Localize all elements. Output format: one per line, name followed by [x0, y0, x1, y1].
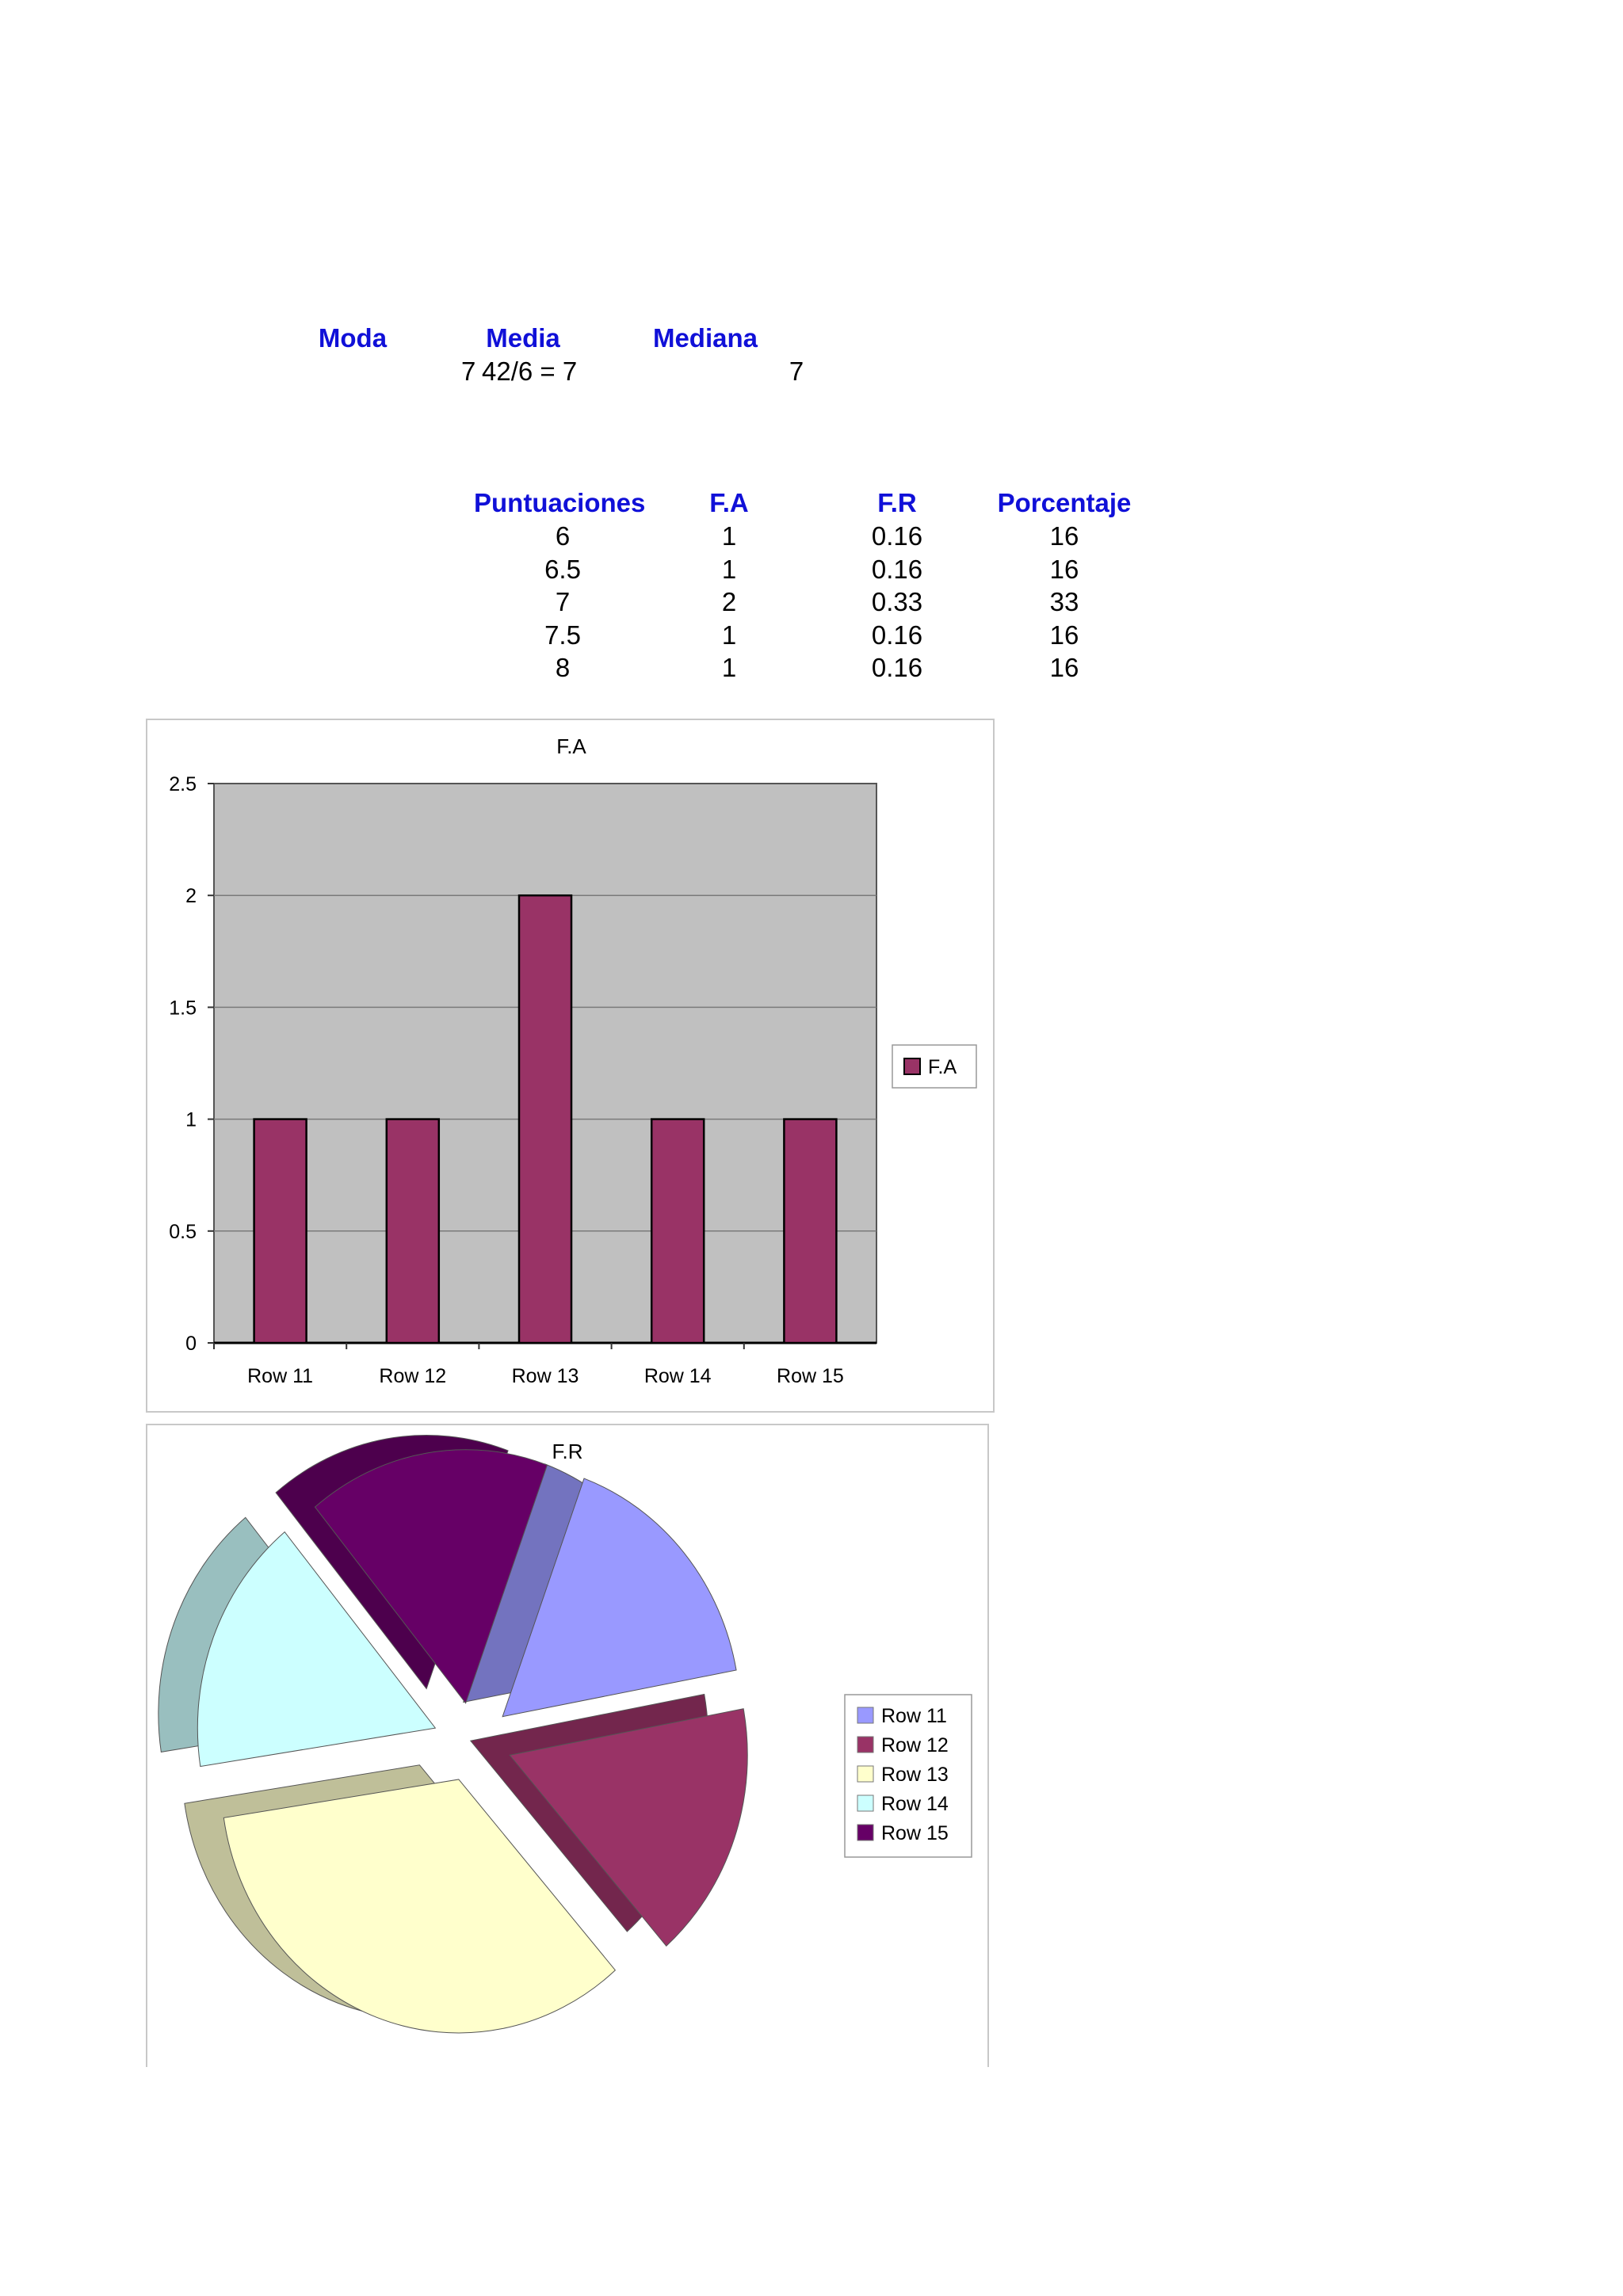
table-cell: 0.16	[871, 521, 923, 551]
table-cell: 2	[721, 587, 737, 616]
bar	[783, 1118, 838, 1344]
bar-chart: F.A 0 0.5 1 1.5 2 2.5 Row 11 Row 12 Row 13 Row 14 R…	[169, 734, 977, 1387]
table-cell: 1	[721, 555, 737, 584]
y-tick-label: 1.5	[169, 997, 197, 1019]
table-cell: 0.16	[871, 653, 923, 682]
table-cell: 6	[555, 521, 571, 551]
x-tick-label: Row 11	[247, 1365, 313, 1387]
pie-slice-top	[223, 1779, 617, 2034]
table-header-fr: F.R	[877, 488, 917, 517]
x-tick-label: Row 12	[379, 1365, 446, 1387]
legend-swatch	[857, 1736, 874, 1753]
chart-title: F.A	[556, 734, 586, 758]
table-cell: 1	[721, 521, 737, 551]
bar	[650, 1118, 705, 1344]
legend-label: Row 15	[881, 1822, 949, 1844]
y-tick-label: 2	[185, 885, 197, 907]
legend-swatch	[903, 1058, 921, 1075]
media-value: 42/6 = 7	[482, 357, 578, 386]
legend-label: Row 13	[881, 1764, 949, 1786]
table-cell: 16	[1049, 521, 1079, 551]
legend-swatch	[857, 1707, 874, 1724]
legend-label: Row 12	[881, 1734, 949, 1756]
chart-title: F.R	[552, 1440, 583, 1463]
mediana-header: Mediana	[652, 323, 758, 353]
legend-label: Row 14	[881, 1793, 949, 1815]
table-cell: 0.16	[871, 555, 923, 584]
pie-slice-top	[509, 1708, 748, 1947]
moda-value: 7	[461, 357, 476, 386]
bar	[385, 1118, 441, 1344]
bar	[517, 894, 573, 1344]
legend-swatch	[857, 1794, 874, 1812]
pie-slice	[184, 1764, 617, 2034]
moda-header: Moda	[318, 323, 388, 353]
table-cell: 0.16	[871, 620, 923, 650]
y-tick-label: 0	[185, 1333, 197, 1355]
table-cell: 0.33	[871, 587, 923, 616]
pie-slice-top	[502, 1478, 737, 1718]
table-cell: 7.5	[544, 620, 581, 650]
table-header-fa: F.A	[709, 488, 749, 517]
x-tick-label: Row 14	[644, 1365, 712, 1387]
legend-swatch	[857, 1824, 874, 1841]
pie-chart-frame: F.R Row 11 Row 12 Row 13 Row 14 Row 15	[146, 1424, 989, 2067]
bar	[253, 1118, 307, 1344]
y-tick-label: 1	[185, 1109, 197, 1131]
mediana-value: 7	[789, 357, 804, 386]
pie-slice-top	[197, 1531, 437, 1768]
table-cell: 16	[1049, 653, 1079, 682]
media-header: Media	[486, 323, 560, 353]
table-cell: 16	[1049, 555, 1079, 584]
table-cell: 16	[1049, 620, 1079, 650]
table-header-puntuaciones: Puntuaciones	[474, 488, 646, 517]
x-tick-label: Row 15	[777, 1365, 844, 1387]
pie-slice	[275, 1435, 548, 1704]
y-tick-label: 0.5	[169, 1221, 197, 1243]
table-cell: 8	[555, 653, 571, 682]
table-cell: 7	[555, 587, 571, 616]
pie-slice-top	[314, 1449, 548, 1704]
table-cell: 6.5	[544, 555, 581, 584]
legend-swatch	[857, 1765, 874, 1783]
pie-slice	[158, 1516, 437, 1768]
pie-slice	[469, 1693, 748, 1947]
table-cell: 33	[1049, 587, 1079, 616]
y-tick-label: 2.5	[169, 773, 197, 795]
x-tick-label: Row 13	[512, 1365, 579, 1387]
table-cell: 1	[721, 653, 737, 682]
table-cell: 1	[721, 620, 737, 650]
legend-label: Row 11	[881, 1705, 947, 1727]
bar-chart-frame: F.A 0 0.5 1 1.5 2 2.5 Row 11 Row 12 Row 13 Row 14 R…	[146, 719, 995, 1413]
pie-chart: F.R Row 11 Row 12 Row 13 Row 14 Row 15	[158, 1435, 972, 2034]
pie-slice	[462, 1463, 737, 1718]
table-header-porcentaje: Porcentaje	[997, 488, 1132, 517]
legend-label: F.A	[928, 1056, 957, 1078]
